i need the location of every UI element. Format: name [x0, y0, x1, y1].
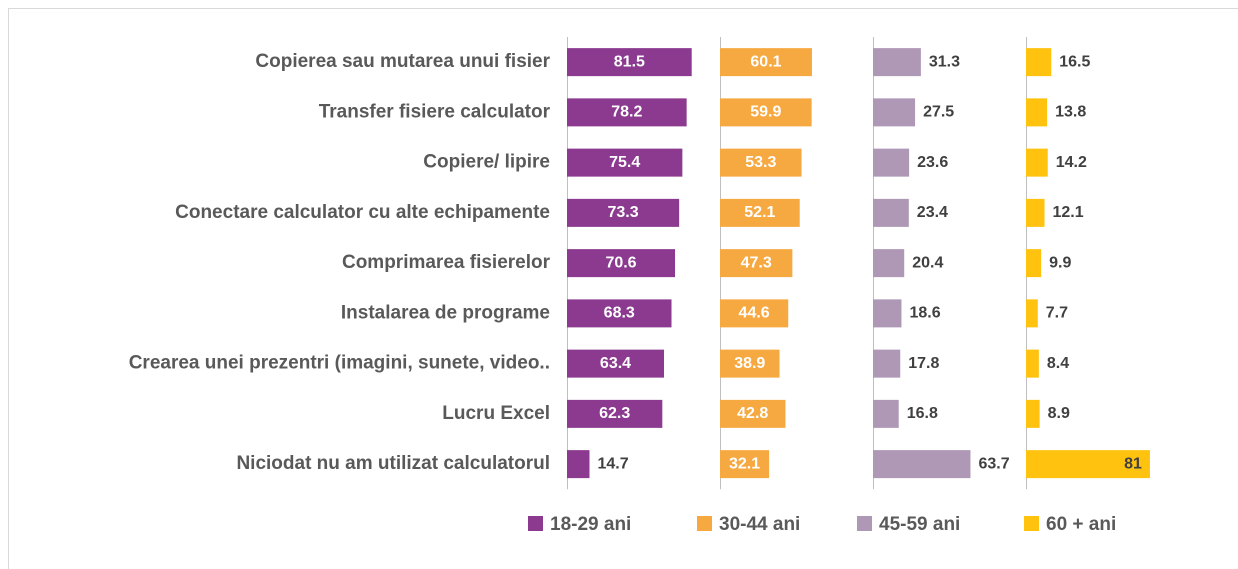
value-label: 44.6	[739, 305, 770, 322]
bar	[720, 148, 802, 177]
value-label: 81.5	[614, 53, 645, 70]
bar	[720, 198, 800, 227]
bar	[567, 299, 672, 328]
bar	[567, 98, 687, 127]
value-label: 63.4	[600, 355, 631, 372]
legend-label: 45-59 ani	[879, 514, 960, 535]
category-label: Copierea sau mutarea unui fisier	[255, 51, 550, 72]
bar	[873, 450, 971, 479]
bar	[1026, 299, 1038, 328]
category-label: Instalarea de programe	[341, 302, 550, 323]
bar	[567, 349, 665, 378]
bar	[1026, 399, 1040, 428]
bar	[567, 148, 683, 177]
value-label: 47.3	[741, 254, 772, 271]
category-label: Crearea unei prezentri (imagini, sunete,…	[129, 353, 550, 374]
value-label: 73.3	[608, 204, 639, 221]
value-label: 16.8	[907, 405, 938, 422]
legend-label: 30-44 ani	[719, 514, 800, 535]
bar	[873, 349, 901, 378]
category-label: Niciodat nu am utilizat calculatorul	[236, 453, 550, 474]
value-label: 16.5	[1059, 53, 1090, 70]
category-label: Transfer fisiere calculator	[319, 101, 551, 122]
bar	[720, 450, 770, 479]
bar	[873, 299, 902, 328]
value-label: 27.5	[923, 104, 954, 121]
value-label: 7.7	[1046, 305, 1068, 322]
value-label: 59.9	[750, 104, 781, 121]
value-label: 70.6	[605, 254, 636, 271]
bar	[1026, 249, 1042, 278]
value-label: 8.4	[1047, 355, 1069, 372]
bar	[1026, 450, 1150, 479]
category-label: Copiere/ lipire	[423, 152, 550, 173]
bar	[720, 399, 786, 428]
bar	[567, 198, 680, 227]
value-label: 52.1	[744, 204, 775, 221]
value-label: 18.6	[909, 305, 940, 322]
category-label: Comprimarea fisierelor	[342, 252, 551, 273]
bar	[720, 249, 793, 278]
legend-label: 18-29 ani	[550, 514, 631, 535]
value-label: 9.9	[1049, 254, 1071, 271]
category-label: Lucru Excel	[442, 403, 550, 424]
bar	[873, 198, 909, 227]
value-label: 81	[1124, 455, 1142, 472]
value-label: 60.1	[750, 53, 781, 70]
bar	[1026, 198, 1045, 227]
bar	[720, 48, 812, 77]
bar	[567, 450, 590, 479]
bar	[873, 148, 910, 177]
value-label: 38.9	[734, 355, 765, 372]
value-label: 12.1	[1053, 204, 1084, 221]
bar	[1026, 98, 1048, 127]
value-label: 31.3	[929, 53, 960, 70]
value-label: 20.4	[912, 254, 943, 271]
value-label: 13.8	[1055, 104, 1086, 121]
bar	[567, 249, 676, 278]
value-label: 23.6	[917, 154, 948, 171]
bar	[1026, 48, 1052, 77]
category-label: Conectare calculator cu alte echipamente	[175, 202, 550, 223]
legend-label: 60 + ani	[1046, 514, 1116, 535]
bar	[567, 399, 663, 428]
legend-swatch	[528, 516, 543, 531]
value-label: 78.2	[611, 104, 642, 121]
value-label: 53.3	[745, 154, 776, 171]
value-label: 68.3	[604, 305, 635, 322]
bar	[720, 98, 812, 127]
value-label: 14.2	[1056, 154, 1087, 171]
value-label: 8.9	[1048, 405, 1070, 422]
chart-frame	[8, 8, 1238, 569]
bar	[873, 399, 899, 428]
value-label: 17.8	[908, 355, 939, 372]
value-label: 75.4	[609, 154, 640, 171]
legend-swatch	[697, 516, 712, 531]
bar	[873, 249, 905, 278]
value-label: 42.8	[737, 405, 768, 422]
bar	[1026, 349, 1039, 378]
value-label: 62.3	[599, 405, 630, 422]
value-label: 32.1	[729, 455, 760, 472]
legend-swatch	[857, 516, 872, 531]
legend-swatch	[1024, 516, 1039, 531]
value-label: 63.7	[978, 455, 1009, 472]
bar	[873, 48, 921, 77]
bar	[720, 299, 789, 328]
bar	[567, 48, 692, 77]
value-label: 14.7	[597, 455, 628, 472]
value-label: 23.4	[917, 204, 948, 221]
bar	[720, 349, 780, 378]
bar	[1026, 148, 1048, 177]
bar	[873, 98, 916, 127]
